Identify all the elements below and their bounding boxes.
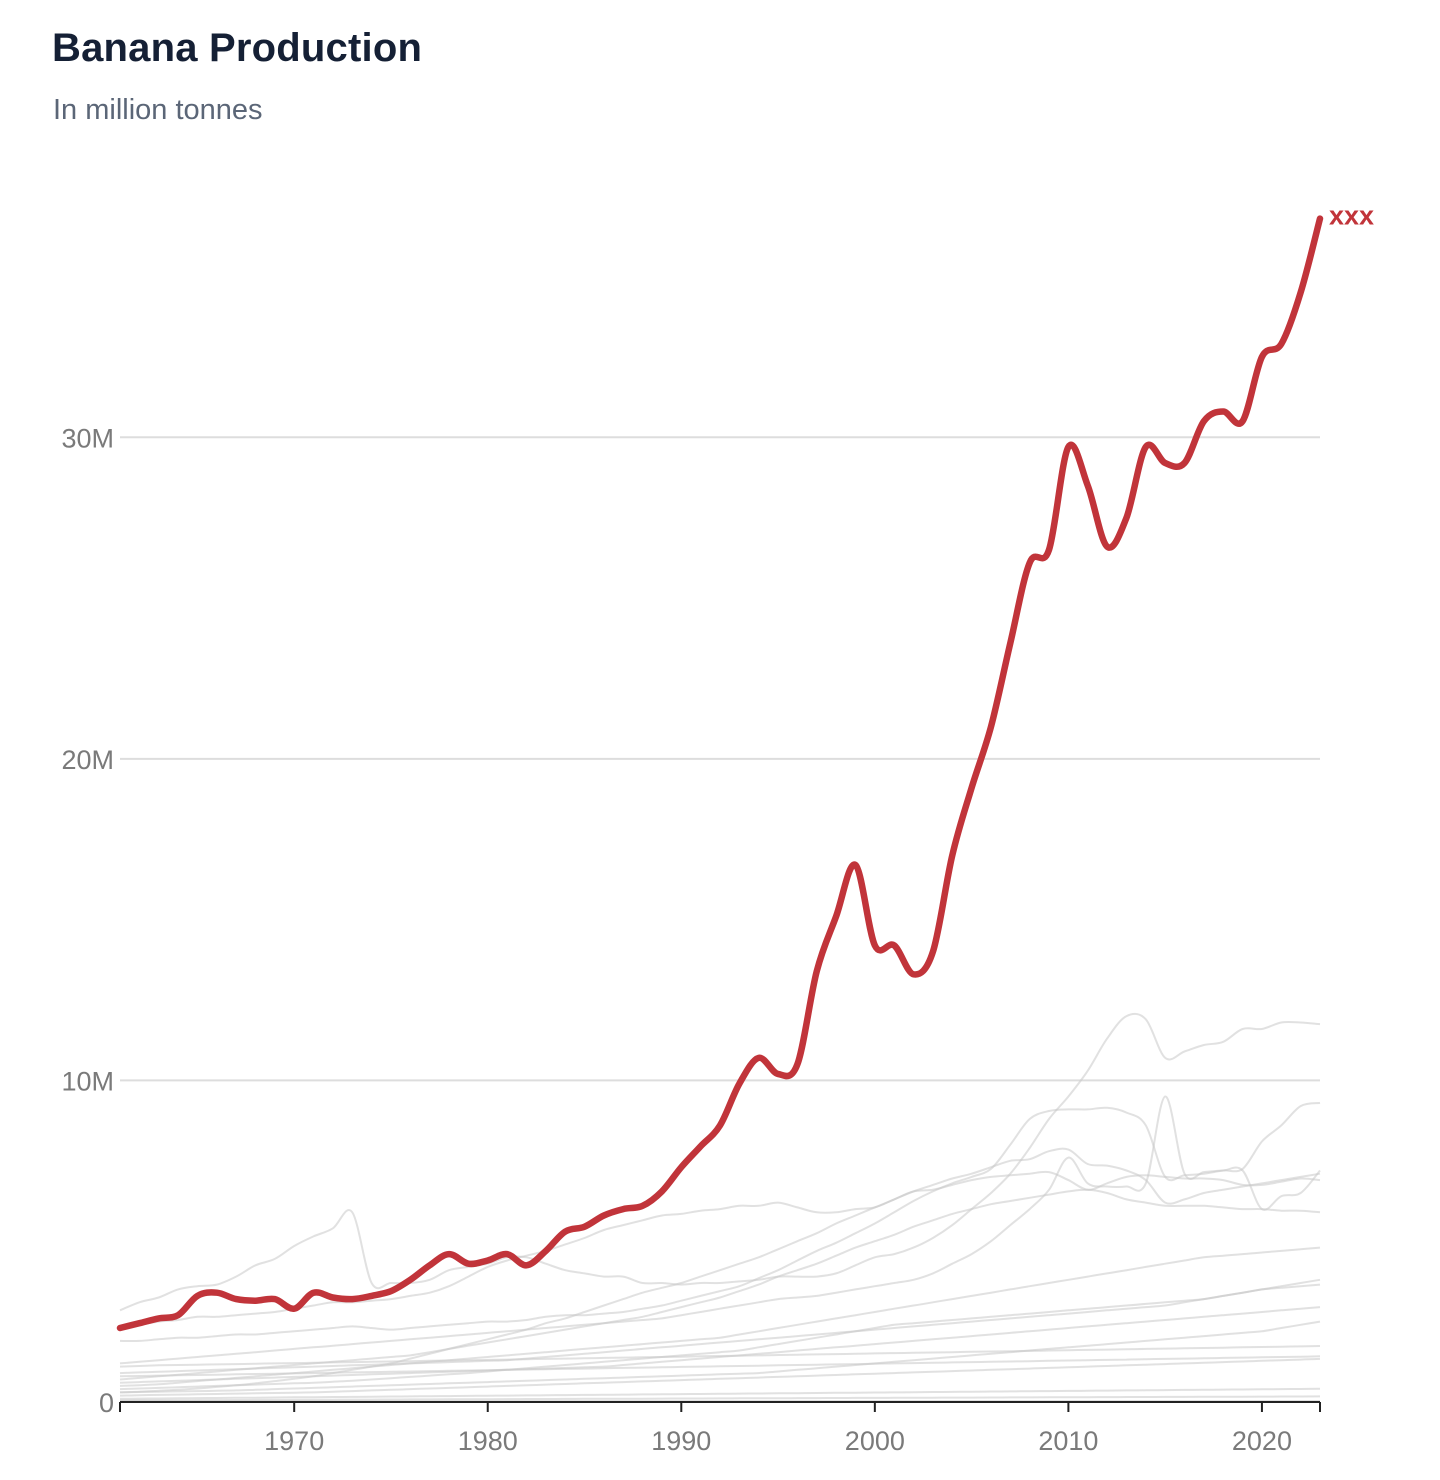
chart-subtitle: In million tonnes — [53, 94, 263, 126]
y-tick-label: 0 — [99, 1388, 114, 1418]
background-series-line-2 — [119, 1101, 1321, 1343]
y-tick-label: 20M — [61, 745, 114, 775]
background-series-line-9 — [119, 1320, 1321, 1394]
x-tick-label: 1980 — [458, 1426, 518, 1456]
background-series-line-8 — [119, 1278, 1321, 1375]
background-series-line-14 — [119, 1387, 1321, 1400]
background-series-line-0 — [119, 1012, 1321, 1312]
background-series-line-11 — [119, 1306, 1321, 1384]
background-series-line-4 — [119, 1188, 1321, 1381]
x-tick-label: 2020 — [1232, 1426, 1292, 1456]
background-series — [119, 1012, 1321, 1402]
background-series-line-12 — [119, 1355, 1321, 1378]
gridlines — [120, 436, 1320, 1082]
y-axis-ticks: 0 10M 20M 30M — [61, 423, 114, 1418]
background-series-line-1 — [119, 1170, 1321, 1328]
background-series-line-5 — [119, 1095, 1321, 1365]
highlight-series-label: xxx — [1329, 201, 1374, 231]
x-tick-label: 2000 — [845, 1426, 905, 1456]
y-tick-label: 30M — [61, 423, 114, 453]
x-axis: 1970 1980 1990 2000 2010 2020 — [119, 1401, 1321, 1456]
x-tick-label: 1970 — [264, 1426, 324, 1456]
x-tick-label: 2010 — [1038, 1426, 1098, 1456]
x-tick-label: 1990 — [651, 1426, 711, 1456]
highlight-series-line — [116, 215, 1324, 1332]
y-tick-label: 10M — [61, 1066, 114, 1096]
background-series-line-7 — [119, 1283, 1321, 1391]
chart-title: Banana Production — [52, 26, 423, 70]
background-series-line-13 — [119, 1357, 1321, 1397]
highlight-series: xxx — [116, 201, 1374, 1332]
background-series-line-6 — [119, 1246, 1321, 1387]
background-series-line-15 — [119, 1395, 1321, 1402]
